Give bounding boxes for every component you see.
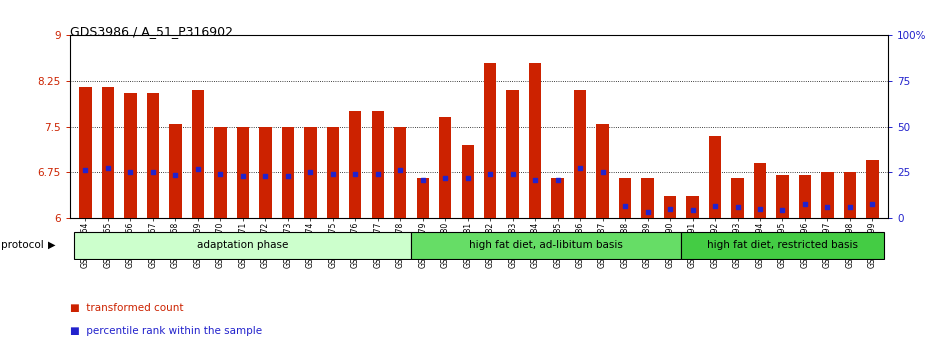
Point — [483, 171, 498, 177]
Point — [258, 173, 272, 179]
Text: ▶: ▶ — [48, 240, 56, 250]
Bar — [709, 136, 721, 218]
Point — [460, 175, 475, 181]
Point — [235, 173, 250, 179]
Point — [145, 169, 160, 175]
Point — [865, 201, 880, 207]
Bar — [147, 93, 159, 218]
Bar — [866, 160, 879, 218]
Bar — [731, 178, 744, 218]
Point — [843, 204, 857, 210]
Point — [730, 204, 745, 210]
Bar — [529, 63, 541, 218]
Bar — [821, 172, 833, 218]
Point — [392, 167, 407, 173]
Bar — [101, 87, 114, 218]
Bar — [326, 127, 339, 218]
Point — [100, 165, 115, 171]
Bar — [417, 178, 429, 218]
Bar — [642, 178, 654, 218]
Bar — [237, 127, 249, 218]
Point — [775, 207, 790, 213]
Bar — [551, 178, 564, 218]
Point — [303, 169, 318, 175]
Bar — [79, 87, 92, 218]
Text: ■  percentile rank within the sample: ■ percentile rank within the sample — [70, 326, 262, 336]
Point — [662, 206, 677, 211]
Point — [438, 175, 453, 181]
Point — [348, 171, 363, 177]
Point — [685, 207, 700, 213]
Bar — [461, 145, 474, 218]
Bar — [394, 127, 406, 218]
Point — [798, 201, 813, 207]
Bar — [777, 175, 789, 218]
Point — [370, 171, 385, 177]
Point — [820, 204, 835, 210]
Point — [595, 169, 610, 175]
Point — [78, 167, 93, 173]
Point — [191, 166, 206, 172]
Bar — [259, 127, 272, 218]
Bar — [596, 124, 609, 218]
Bar — [664, 196, 676, 218]
Bar — [192, 90, 204, 218]
Bar — [169, 124, 181, 218]
Bar — [682, 232, 883, 259]
Bar — [507, 90, 519, 218]
Bar — [484, 63, 497, 218]
Bar — [282, 127, 294, 218]
Bar — [411, 232, 682, 259]
Text: protocol: protocol — [1, 240, 44, 250]
Point — [281, 173, 296, 179]
Bar — [372, 112, 384, 218]
Point — [618, 203, 632, 209]
Text: ■  transformed count: ■ transformed count — [70, 303, 183, 313]
Bar — [214, 127, 227, 218]
Bar — [574, 90, 586, 218]
Point — [708, 203, 723, 209]
Point — [527, 177, 542, 183]
Bar — [439, 118, 451, 218]
Bar — [74, 232, 411, 259]
Point — [326, 171, 340, 177]
Point — [416, 177, 431, 183]
Bar — [844, 172, 857, 218]
Point — [640, 209, 655, 215]
Point — [752, 206, 767, 211]
Point — [168, 172, 183, 178]
Text: high fat diet, restricted basis: high fat diet, restricted basis — [707, 240, 858, 250]
Bar — [125, 93, 137, 218]
Bar — [754, 163, 766, 218]
Bar — [304, 127, 316, 218]
Bar — [686, 196, 698, 218]
Text: GDS3986 / A_51_P316902: GDS3986 / A_51_P316902 — [70, 25, 232, 38]
Bar — [349, 112, 362, 218]
Point — [573, 165, 588, 171]
Text: adaptation phase: adaptation phase — [197, 240, 288, 250]
Point — [551, 177, 565, 183]
Point — [505, 171, 520, 177]
Text: high fat diet, ad-libitum basis: high fat diet, ad-libitum basis — [470, 240, 623, 250]
Bar — [799, 175, 811, 218]
Point — [213, 171, 228, 177]
Bar — [618, 178, 631, 218]
Point — [123, 169, 138, 175]
